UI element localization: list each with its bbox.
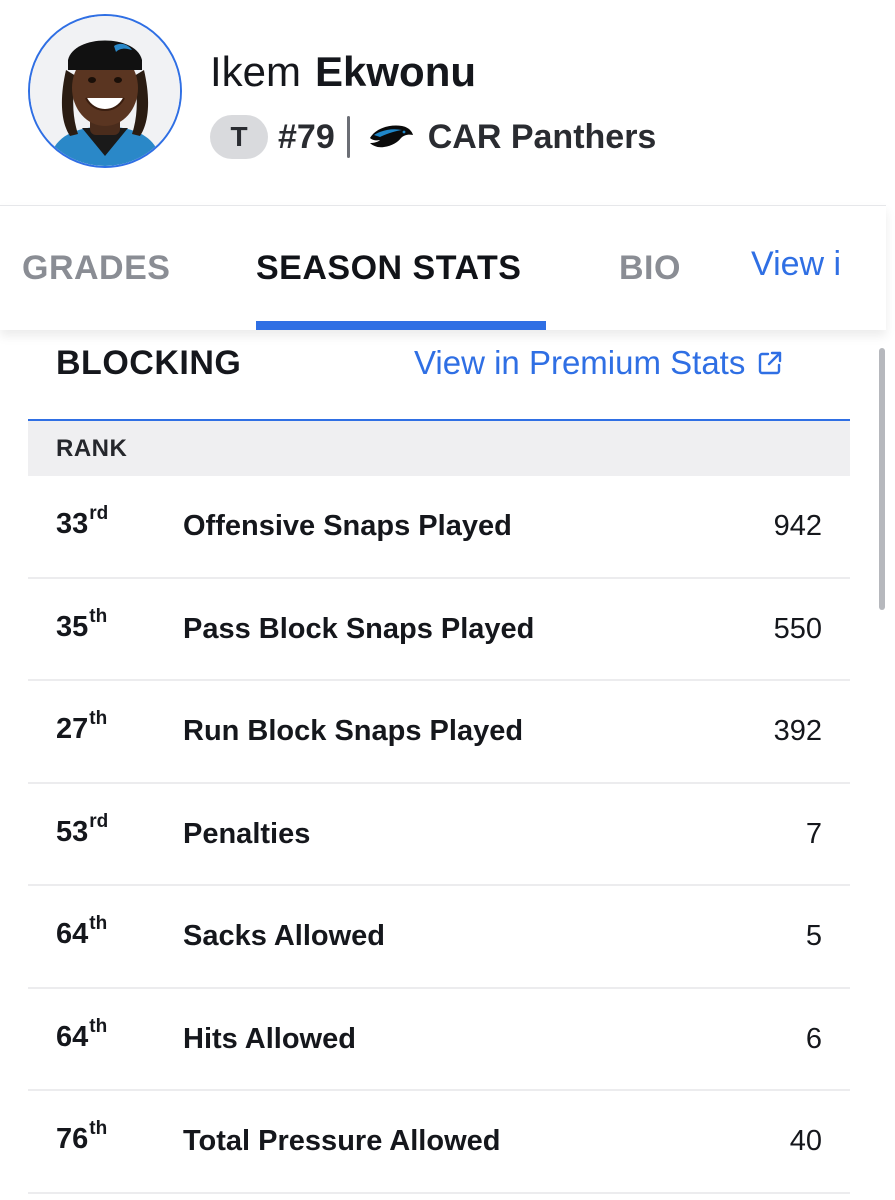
active-tab-indicator	[256, 321, 546, 330]
stat-value: 6	[805, 1022, 822, 1055]
stat-label: Sacks Allowed	[183, 920, 386, 952]
rank-suffix: th	[89, 605, 108, 627]
stat-value: 550	[773, 612, 822, 645]
tab-view-more[interactable]: View i	[751, 245, 842, 283]
rank-number: 33	[56, 508, 89, 540]
stat-row: 33rd Offensive Snaps Played 942	[28, 476, 850, 579]
player-header: Ikem Ekwonu T #79 CAR Panthers	[0, 0, 895, 205]
stats-list: 33rd Offensive Snaps Played 942 35th Pas…	[28, 476, 850, 1194]
stat-label: Hits Allowed	[183, 1022, 356, 1055]
stat-row: 35th Pass Block Snaps Played 550	[28, 579, 850, 681]
rank-number: 64	[56, 1020, 89, 1053]
player-last-name: Ekwonu	[315, 48, 477, 95]
rank-suffix: th	[89, 708, 108, 730]
rank-header-label: RANK	[56, 435, 128, 462]
stat-row: 64th Hits Allowed 6	[28, 989, 850, 1091]
premium-stats-link-label: View in Premium Stats	[414, 344, 746, 381]
stat-value: 392	[773, 715, 822, 747]
stat-rank: 76th	[56, 1119, 107, 1156]
section-title: BLOCKING	[56, 344, 242, 382]
stat-row: 27th Run Block Snaps Played 392	[28, 681, 850, 784]
stat-row: 76th Total Pressure Allowed 40	[28, 1091, 850, 1194]
player-meta: T #79 CAR Panthers	[210, 112, 656, 162]
meta-divider	[346, 116, 350, 158]
rank-number: 76	[56, 1123, 89, 1155]
tab-season-stats[interactable]: SEASON STATS	[256, 249, 522, 287]
stat-label: Penalties	[183, 817, 311, 850]
player-first-name: Ikem	[210, 48, 302, 95]
stat-label: Run Block Snaps Played	[183, 715, 524, 747]
rank-suffix: th	[89, 1118, 108, 1140]
external-link-icon	[759, 351, 782, 375]
tab-bio[interactable]: BIO	[619, 249, 681, 287]
stat-rank: 35th	[56, 607, 107, 644]
position-badge: T	[210, 115, 268, 159]
section-rule	[28, 419, 850, 421]
rank-number: 35	[56, 610, 89, 643]
rank-suffix: th	[89, 1015, 108, 1037]
player-name: Ikem Ekwonu	[210, 48, 476, 96]
panther-logo-icon[interactable]	[368, 122, 414, 152]
stat-rank: 64th	[56, 914, 107, 951]
stat-value: 5	[805, 920, 822, 952]
stat-value: 40	[789, 1125, 822, 1157]
player-photo-icon	[30, 16, 180, 166]
stat-row: 53rd Penalties 7	[28, 784, 850, 886]
stat-rank: 53rd	[56, 812, 108, 849]
rank-column-header: RANK	[28, 421, 850, 476]
stat-value: 7	[805, 817, 822, 850]
premium-stats-link[interactable]: View in Premium Stats	[414, 344, 783, 382]
stat-value: 942	[773, 510, 822, 542]
stat-label: Offensive Snaps Played	[183, 510, 512, 542]
jersey-number: #79	[278, 117, 335, 156]
rank-suffix: rd	[89, 503, 109, 525]
tab-grades[interactable]: GRADES	[22, 249, 171, 287]
rank-number: 27	[56, 713, 89, 745]
player-avatar[interactable]	[28, 14, 182, 168]
tab-bar: GRADES SEASON STATS BIO View i	[0, 205, 886, 330]
rank-suffix: rd	[89, 810, 109, 832]
team-name[interactable]: CAR Panthers	[427, 117, 657, 156]
stat-rank: 33rd	[56, 504, 108, 541]
stat-rank: 27th	[56, 709, 107, 746]
stat-row: 64th Sacks Allowed 5	[28, 886, 850, 989]
scrollbar[interactable]	[879, 348, 885, 610]
blocking-section-header: BLOCKING View in Premium Stats	[0, 330, 895, 420]
rank-suffix: th	[89, 913, 108, 935]
rank-number: 64	[56, 918, 89, 950]
stat-rank: 64th	[56, 1017, 107, 1054]
stat-label: Pass Block Snaps Played	[183, 612, 535, 645]
rank-number: 53	[56, 815, 89, 848]
stat-label: Total Pressure Allowed	[183, 1125, 501, 1157]
